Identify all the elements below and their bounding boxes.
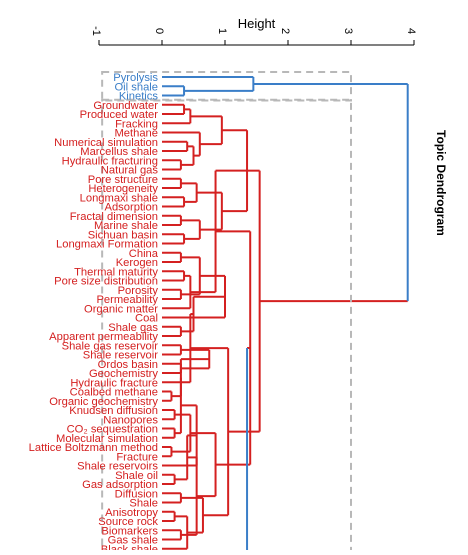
leaf-label: Fracking [115, 118, 158, 130]
chart-title: Topic Dendrogram [434, 130, 448, 236]
leaf-label: Adsorption [105, 202, 159, 214]
leaf-label: Nanopores [103, 414, 158, 426]
axis-title: Height [238, 16, 276, 31]
leaf-label: Oil shale [114, 81, 158, 93]
leaf-label: Kerogen [116, 257, 158, 269]
leaf-label: Hydraulic fracturing [62, 155, 158, 167]
leaf-label: Shale gas reservoir [62, 340, 159, 352]
axis-tick-label: 2 [279, 28, 291, 34]
leaf-label: Coalbed methane [70, 387, 158, 399]
axis-tick-label: 0 [153, 28, 165, 34]
axis-tick-label: -1 [90, 26, 102, 36]
leaf-label: Fractal dimension [70, 211, 158, 223]
leaf-label: Groundwater [93, 100, 158, 112]
leaf-label: Porosity [118, 285, 159, 297]
leaf-label: Geochemistry [89, 368, 158, 380]
leaf-label: Shale reservoirs [77, 461, 158, 473]
leaf-label: Pore size distribution [54, 276, 158, 288]
leaf-label: Lattice Boltzmann method [29, 442, 158, 454]
cluster-box [101, 98, 353, 555]
leaf-label: Permeability [96, 294, 158, 306]
leaf-label: Pore structure [88, 174, 158, 186]
leaf-label: Longmaxi shale [80, 192, 158, 204]
leaf-label: Thermal maturity [74, 266, 158, 278]
leaf-label: Diffusion [115, 488, 158, 500]
leaf-label: Heterogeneity [88, 183, 158, 195]
leaf-label: Biomarkers [101, 525, 158, 537]
leaf-label: Shale [129, 498, 158, 510]
leaf-label: Marcellus shale [80, 146, 158, 158]
leaf-label: Kinetics [119, 91, 159, 103]
leaf-label: Fracture [116, 451, 158, 463]
leaf-label: Apparent permeability [49, 331, 158, 343]
axis-tick-label: 3 [342, 28, 354, 34]
leaf-label: Hydraulic fracture [70, 377, 158, 389]
leaf-label: Marine shale [94, 220, 158, 232]
leaf-label: Numerical simulation [54, 137, 158, 149]
leaf-label: Coal [135, 313, 158, 325]
leaf-label: Methane [114, 128, 158, 140]
leaf-label: Shale reservoir [83, 350, 159, 362]
axis-tick-label: 4 [405, 28, 417, 34]
leaf-label: CO₂ sequestration [67, 424, 158, 436]
leaf-label: Molecular simulation [56, 433, 158, 445]
leaf-label: Longmaxi Formation [56, 239, 158, 251]
leaf-label: China [129, 248, 159, 260]
leaf-label: Shale oil [115, 470, 158, 482]
axis-tick-label: 1 [216, 28, 228, 34]
leaf-label: Black shale [101, 544, 158, 550]
leaf-label: Gas shale [108, 535, 158, 547]
leaf-label: Organic matter [84, 303, 158, 315]
leaf-label: Organic geochemistry [49, 396, 158, 408]
leaf-label: Knudsen diffusion [69, 405, 158, 417]
leaf-label: Sichuan basin [88, 229, 158, 241]
leaf-label: Source rock [98, 516, 158, 528]
leaf-label: Pyrolysis [113, 72, 158, 84]
leaf-label: Ordos basin [98, 359, 158, 371]
leaf-label: Gas adsorption [82, 479, 158, 491]
leaf-label: Anisotropy [105, 507, 158, 519]
leaf-label: Shale gas [108, 322, 158, 334]
leaf-label: Natural gas [101, 165, 159, 177]
leaf-label: Produced water [80, 109, 159, 121]
